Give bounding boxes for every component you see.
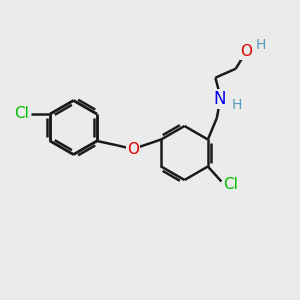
Text: O: O [240,44,252,59]
Text: N: N [214,90,226,108]
Text: Cl: Cl [14,106,29,122]
Text: Cl: Cl [223,177,238,192]
Text: H: H [232,98,242,112]
Text: O: O [127,142,139,157]
Text: H: H [256,38,266,52]
